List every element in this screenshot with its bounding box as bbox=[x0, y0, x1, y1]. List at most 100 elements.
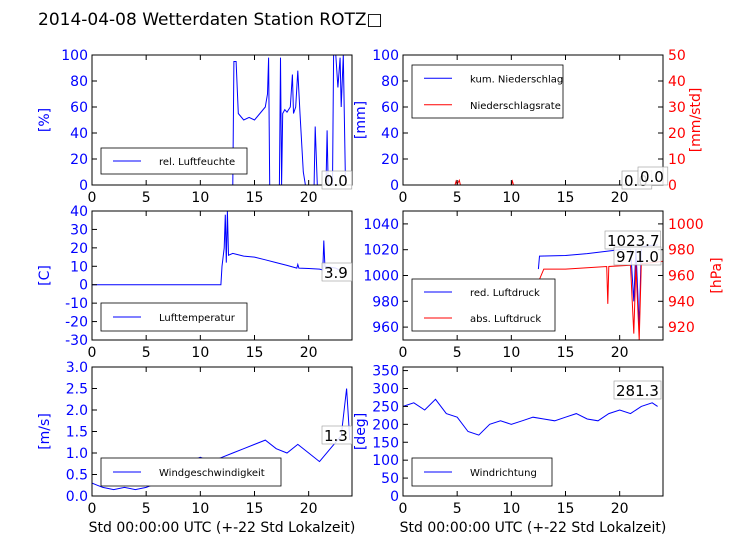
y2-tick-label: 20 bbox=[668, 126, 686, 142]
value-label-box-pressure bbox=[613, 246, 662, 266]
y-tick-label: 40 bbox=[381, 126, 399, 142]
value-label-precipitation: 0.0 bbox=[640, 168, 664, 186]
y-tick-label: 1040 bbox=[363, 217, 399, 233]
y-tick-label: 0.5 bbox=[66, 468, 88, 484]
legend-label-pressure: red. Luftdruck bbox=[470, 288, 540, 299]
axes-frame-winddirection bbox=[402, 366, 664, 497]
y-tick-label: 30 bbox=[70, 222, 88, 238]
x-axis-label: Std 00:00:00 UTC (+-22 Std Lokalzeit) bbox=[89, 520, 356, 536]
series-line-temperature-0 bbox=[92, 211, 340, 286]
value-label-temperature: 3.9 bbox=[324, 264, 348, 282]
legend-label-humidity: rel. Luftfeuchte bbox=[159, 157, 235, 168]
y-tick-label: 980 bbox=[372, 294, 399, 310]
y-tick-label: 350 bbox=[372, 364, 399, 380]
axes-frame-humidity bbox=[91, 54, 353, 186]
y2-tick-label: 1000 bbox=[668, 217, 704, 233]
y-tick-label: -10 bbox=[65, 296, 88, 312]
y-axis-label: [mm] bbox=[353, 101, 369, 139]
y-tick-label: 1.0 bbox=[66, 446, 88, 462]
y2-tick-label: 960 bbox=[668, 269, 695, 285]
x-tick-label: 15 bbox=[557, 345, 575, 361]
series-line-humidity-0 bbox=[92, 55, 346, 185]
y-tick-label: 100 bbox=[372, 48, 399, 64]
y-tick-label: -20 bbox=[65, 315, 88, 331]
x-tick-label: 15 bbox=[246, 190, 264, 206]
y-tick-label: 80 bbox=[70, 74, 88, 90]
y2-tick-label: 40 bbox=[668, 74, 686, 90]
x-tick-label: 10 bbox=[191, 190, 209, 206]
series-line-windspeed-0 bbox=[92, 388, 351, 491]
x-tick-label: 10 bbox=[502, 190, 520, 206]
y-tick-label: 300 bbox=[372, 382, 399, 398]
x-tick-label: 0 bbox=[88, 345, 97, 361]
x-tick-label: 5 bbox=[453, 345, 462, 361]
y2-tick-label: 980 bbox=[668, 243, 695, 259]
y-tick-label: 20 bbox=[381, 152, 399, 168]
x-tick-label: 0 bbox=[88, 190, 97, 206]
y2-tick-label: 50 bbox=[668, 48, 686, 64]
y-axis-label: [C] bbox=[37, 265, 53, 286]
y-tick-label: 0 bbox=[390, 178, 399, 194]
x-tick-label: 10 bbox=[191, 345, 209, 361]
y2-tick-label: 30 bbox=[668, 100, 686, 116]
x-tick-label: 5 bbox=[142, 345, 151, 361]
x-tick-label: 5 bbox=[453, 190, 462, 206]
value-label-pressure: 1023.7 bbox=[607, 232, 660, 250]
x-tick-label: 20 bbox=[611, 190, 629, 206]
x-tick-label: 15 bbox=[557, 190, 575, 206]
series-line-precipitation-1 bbox=[403, 178, 663, 185]
legend-label-precipitation: Niederschlagsrate bbox=[470, 101, 561, 112]
legend-label-winddirection: Windrichtung bbox=[470, 468, 537, 479]
y-tick-label: 100 bbox=[372, 453, 399, 469]
value-label-box-temperature bbox=[321, 262, 353, 282]
x-tick-label: 5 bbox=[142, 501, 151, 517]
y2-tick-label: 920 bbox=[668, 320, 695, 336]
y-tick-label: 3.0 bbox=[66, 360, 88, 376]
y-tick-label: 40 bbox=[70, 204, 88, 220]
value-label-windspeed: 1.3 bbox=[324, 427, 348, 445]
y-tick-label: 250 bbox=[372, 399, 399, 415]
y2-axis-label: [hPa] bbox=[709, 257, 725, 293]
x-tick-label: 20 bbox=[300, 501, 318, 517]
legend-box-precipitation bbox=[411, 64, 564, 119]
y2-tick-label: 940 bbox=[668, 294, 695, 310]
y-tick-label: 0.0 bbox=[66, 489, 88, 505]
y-tick-label: -30 bbox=[65, 333, 88, 349]
x-tick-label: 15 bbox=[557, 501, 575, 517]
y2-tick-label: 10 bbox=[668, 152, 686, 168]
value-label-box-windspeed bbox=[321, 425, 353, 445]
x-axis-label: Std 00:00:00 UTC (+-22 Std Lokalzeit) bbox=[400, 520, 667, 536]
y-tick-label: 60 bbox=[381, 100, 399, 116]
value-label-winddirection: 281.3 bbox=[616, 382, 659, 400]
axes-frame-precipitation bbox=[402, 54, 664, 186]
legend-label-precipitation: kum. Niederschlag bbox=[470, 74, 563, 85]
y-tick-label: 50 bbox=[381, 471, 399, 487]
x-tick-label: 20 bbox=[611, 345, 629, 361]
series-line-pressure-1 bbox=[537, 260, 663, 340]
y-tick-label: 1.5 bbox=[66, 425, 88, 441]
x-tick-label: 0 bbox=[88, 501, 97, 517]
x-tick-label: 10 bbox=[502, 501, 520, 517]
x-tick-label: 20 bbox=[300, 190, 318, 206]
y-tick-label: 1020 bbox=[363, 243, 399, 259]
legend-label-temperature: Lufttemperatur bbox=[159, 313, 236, 324]
value-label-humidity: 0.0 bbox=[324, 172, 348, 190]
legend-label-pressure: abs. Luftdruck bbox=[470, 314, 541, 325]
x-tick-label: 0 bbox=[399, 345, 408, 361]
x-tick-label: 15 bbox=[246, 345, 264, 361]
y-tick-label: 200 bbox=[372, 417, 399, 433]
y-axis-label: [%] bbox=[37, 108, 53, 132]
value-label-box-winddirection bbox=[613, 380, 662, 400]
value-label-box-humidity bbox=[321, 170, 353, 190]
y-tick-label: 10 bbox=[70, 259, 88, 275]
y-tick-label: 0 bbox=[79, 178, 88, 194]
y-tick-label: 80 bbox=[381, 74, 399, 90]
y-tick-label: 0 bbox=[390, 489, 399, 505]
legend-box-pressure bbox=[411, 278, 556, 332]
legend-label-windspeed: Windgeschwindigkeit bbox=[159, 468, 265, 479]
value-label-pressure: 971.0 bbox=[616, 248, 659, 266]
x-tick-label: 20 bbox=[611, 501, 629, 517]
y-tick-label: 20 bbox=[70, 152, 88, 168]
y-tick-label: 20 bbox=[70, 241, 88, 257]
